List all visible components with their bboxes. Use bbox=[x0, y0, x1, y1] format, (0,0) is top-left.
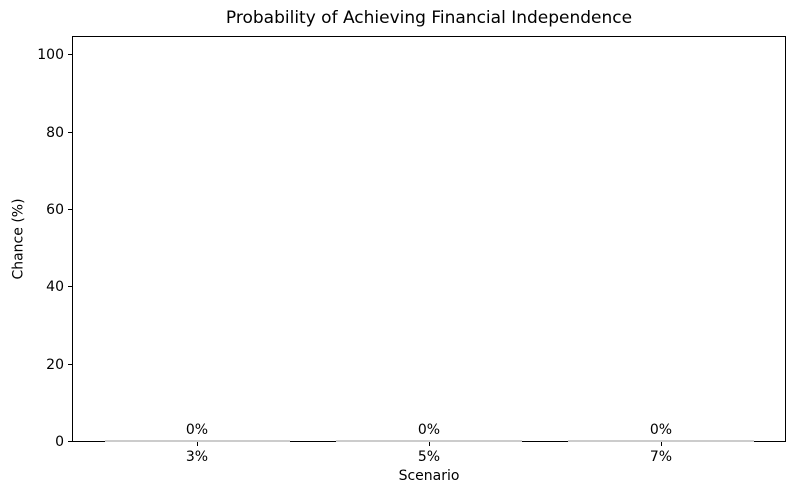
y-tick-label: 0 bbox=[55, 434, 64, 450]
y-tick-mark bbox=[68, 364, 72, 365]
y-tick-label: 20 bbox=[46, 357, 64, 373]
y-tick-mark bbox=[68, 209, 72, 210]
chart-title: Probability of Achieving Financial Indep… bbox=[225, 8, 633, 28]
y-tick-mark bbox=[68, 441, 72, 442]
y-tick-label: 100 bbox=[37, 47, 64, 63]
bar bbox=[568, 440, 754, 442]
bar bbox=[336, 440, 522, 442]
y-tick-mark bbox=[68, 54, 72, 55]
plot-area bbox=[72, 36, 786, 442]
x-tick-mark bbox=[661, 442, 662, 446]
bar bbox=[104, 440, 290, 442]
bar-value-label: 0% bbox=[417, 422, 441, 438]
y-tick-mark bbox=[68, 132, 72, 133]
x-tick-label: 7% bbox=[649, 449, 673, 465]
x-axis-label: Scenario bbox=[398, 468, 460, 484]
x-tick-mark bbox=[429, 442, 430, 446]
x-tick-mark bbox=[197, 442, 198, 446]
x-tick-label: 3% bbox=[185, 449, 209, 465]
bar-value-label: 0% bbox=[185, 422, 209, 438]
y-tick-label: 40 bbox=[46, 279, 64, 295]
y-tick-label: 80 bbox=[46, 125, 64, 141]
y-tick-mark bbox=[68, 286, 72, 287]
bar-value-label: 0% bbox=[649, 422, 673, 438]
y-tick-label: 60 bbox=[46, 202, 64, 218]
x-tick-label: 5% bbox=[417, 449, 441, 465]
